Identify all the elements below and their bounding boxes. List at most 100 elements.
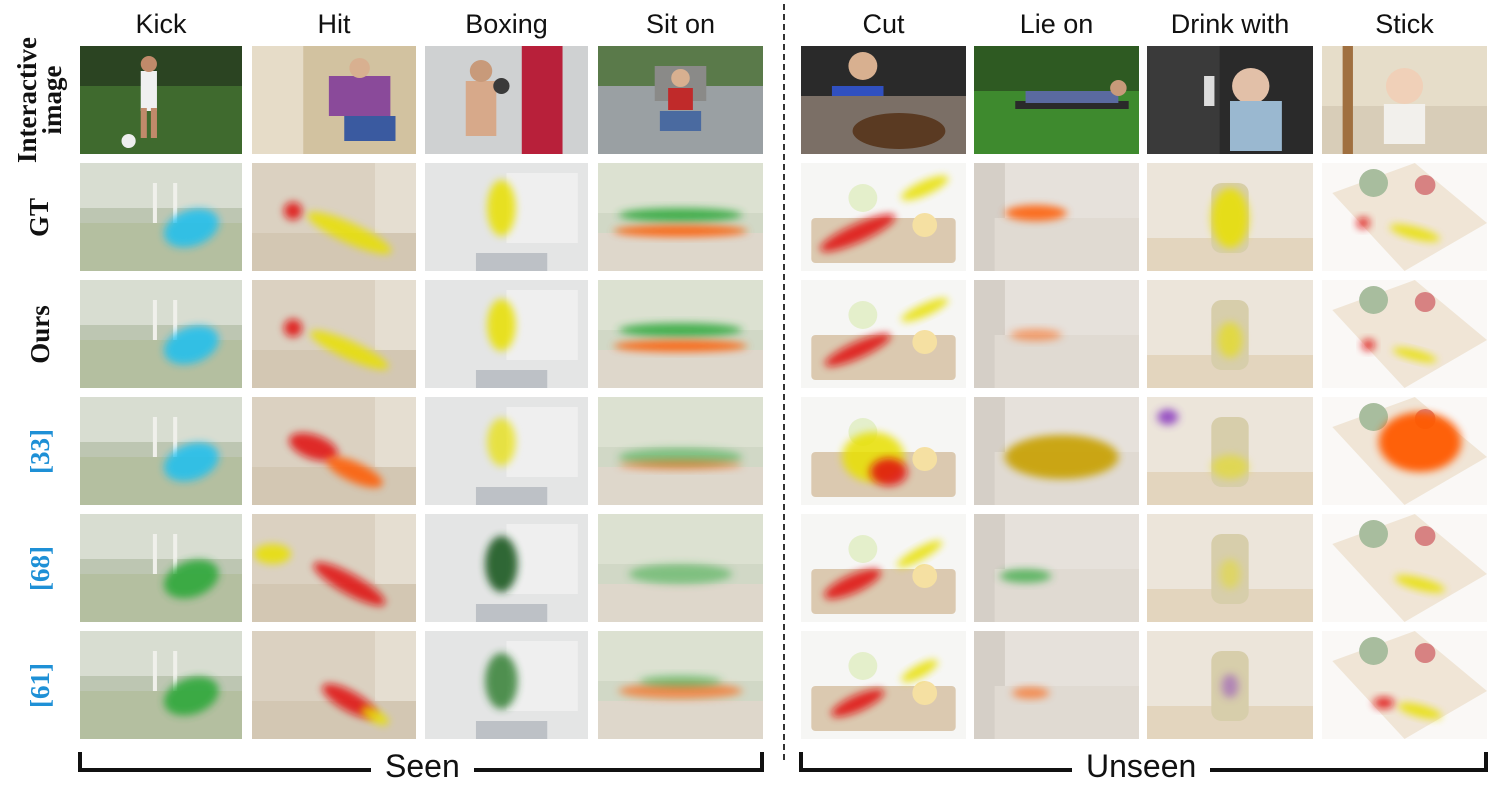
unseen-group-label: Unseen: [1072, 746, 1211, 786]
cell-gt-drink-with-image: [1147, 163, 1313, 271]
seen-bracket-left-tick: [78, 752, 82, 772]
cell-interactive-stick-image: [1322, 46, 1487, 154]
unseen-bracket-right-tick: [1484, 752, 1488, 772]
cell-interactive-drink-with-image: [1147, 46, 1313, 154]
cell-ref-61-sit-on-image: [598, 631, 763, 739]
cell-interactive-kick-image: [80, 46, 242, 154]
cell-ref-33-lie-on: [974, 397, 1139, 505]
cell-ref-68-sit-on: [598, 514, 763, 622]
cell-ours-sit-on: [598, 280, 763, 388]
column-header-boxing: Boxing: [465, 9, 548, 39]
cell-ours-stick: [1322, 280, 1487, 388]
cell-ref-68-boxing-image: [425, 514, 588, 622]
cell-interactive-sit-on: [598, 46, 763, 154]
cell-ref-33-drink-with: [1147, 397, 1313, 505]
row-label-ref-68: [68]: [24, 545, 55, 591]
cell-ref-68-hit-image: [252, 514, 416, 622]
cell-gt-lie-on: [974, 163, 1139, 271]
cell-interactive-sit-on-image: [598, 46, 763, 154]
cell-ours-lie-on-image: [974, 280, 1139, 388]
seen-group-label: Seen: [371, 746, 474, 786]
seen-bracket-right-tick: [760, 752, 764, 772]
cell-ref-61-lie-on-image: [974, 631, 1139, 739]
cell-ours-cut-image: [801, 280, 966, 388]
row-label-ours: Ours: [24, 304, 55, 364]
cell-gt-kick-image: [80, 163, 242, 271]
cell-ref-33-sit-on-image: [598, 397, 763, 505]
cell-ref-33-hit-image: [252, 397, 416, 505]
cell-ref-33-stick: [1322, 397, 1487, 505]
column-header-cut: Cut: [862, 9, 905, 39]
cell-ref-68-kick-image: [80, 514, 242, 622]
unseen-bracket-left-tick: [799, 752, 803, 772]
cell-gt-boxing: [425, 163, 588, 271]
cell-gt-lie-on-image: [974, 163, 1139, 271]
cell-ref-33-boxing-image: [425, 397, 588, 505]
cell-ref-68-drink-with-image: [1147, 514, 1313, 622]
cell-ref-61-drink-with: [1147, 631, 1313, 739]
column-header-lie-on: Lie on: [1019, 9, 1094, 39]
cell-ref-68-cut: [801, 514, 966, 622]
cell-ours-boxing: [425, 280, 588, 388]
row-label-gt: GT: [24, 197, 55, 237]
cell-gt-cut-image: [801, 163, 966, 271]
cell-ref-61-lie-on: [974, 631, 1139, 739]
cell-ref-33-sit-on: [598, 397, 763, 505]
cell-ref-33-lie-on-image: [974, 397, 1139, 505]
cell-ref-61-kick-image: [80, 631, 242, 739]
cell-ref-68-boxing: [425, 514, 588, 622]
cell-ours-kick: [80, 280, 242, 388]
cell-ref-33-kick-image: [80, 397, 242, 505]
cell-interactive-boxing-image: [425, 46, 588, 154]
cell-gt-hit-image: [252, 163, 416, 271]
cell-ref-61-stick: [1322, 631, 1487, 739]
cell-interactive-lie-on-image: [974, 46, 1139, 154]
row-label-ref-61: [61]: [24, 662, 55, 708]
cell-ref-68-stick: [1322, 514, 1487, 622]
cell-interactive-cut-image: [801, 46, 966, 154]
cell-ref-68-sit-on-image: [598, 514, 763, 622]
cell-gt-cut: [801, 163, 966, 271]
cell-interactive-boxing: [425, 46, 588, 154]
cell-ref-33-stick-image: [1322, 397, 1487, 505]
cell-gt-stick: [1322, 163, 1487, 271]
cell-ref-33-drink-with-image: [1147, 397, 1313, 505]
cell-interactive-lie-on: [974, 46, 1139, 154]
cell-ours-drink-with-image: [1147, 280, 1313, 388]
cell-ours-sit-on-image: [598, 280, 763, 388]
cell-ref-33-kick: [80, 397, 242, 505]
cell-ref-68-kick: [80, 514, 242, 622]
cell-ref-33-cut: [801, 397, 966, 505]
cell-gt-sit-on: [598, 163, 763, 271]
row-label-ref-33: [33]: [24, 428, 55, 474]
cell-ref-68-lie-on-image: [974, 514, 1139, 622]
cell-ref-61-sit-on: [598, 631, 763, 739]
column-header-kick: Kick: [135, 9, 187, 39]
cell-interactive-stick: [1322, 46, 1487, 154]
cell-ref-61-cut-image: [801, 631, 966, 739]
cell-gt-drink-with: [1147, 163, 1313, 271]
cell-gt-stick-image: [1322, 163, 1487, 271]
cell-ours-lie-on: [974, 280, 1139, 388]
cell-ref-61-hit: [252, 631, 416, 739]
column-header-drink-with: Drink with: [1170, 9, 1290, 39]
cell-ref-33-boxing: [425, 397, 588, 505]
cell-interactive-drink-with: [1147, 46, 1313, 154]
cell-ref-61-boxing: [425, 631, 588, 739]
column-header-hit: Hit: [317, 9, 351, 39]
cell-ours-drink-with: [1147, 280, 1313, 388]
cell-ours-boxing-image: [425, 280, 588, 388]
cell-gt-kick: [80, 163, 242, 271]
cell-ref-33-cut-image: [801, 397, 966, 505]
cell-ours-kick-image: [80, 280, 242, 388]
row-label-interactive-image: Interactive image: [12, 37, 68, 163]
cell-gt-boxing-image: [425, 163, 588, 271]
cell-ours-stick-image: [1322, 280, 1487, 388]
cell-gt-hit: [252, 163, 416, 271]
cell-ours-cut: [801, 280, 966, 388]
cell-ref-68-drink-with: [1147, 514, 1313, 622]
cell-ref-68-stick-image: [1322, 514, 1487, 622]
seen-unseen-divider: [783, 4, 785, 760]
cell-ref-61-stick-image: [1322, 631, 1487, 739]
cell-ref-68-hit: [252, 514, 416, 622]
